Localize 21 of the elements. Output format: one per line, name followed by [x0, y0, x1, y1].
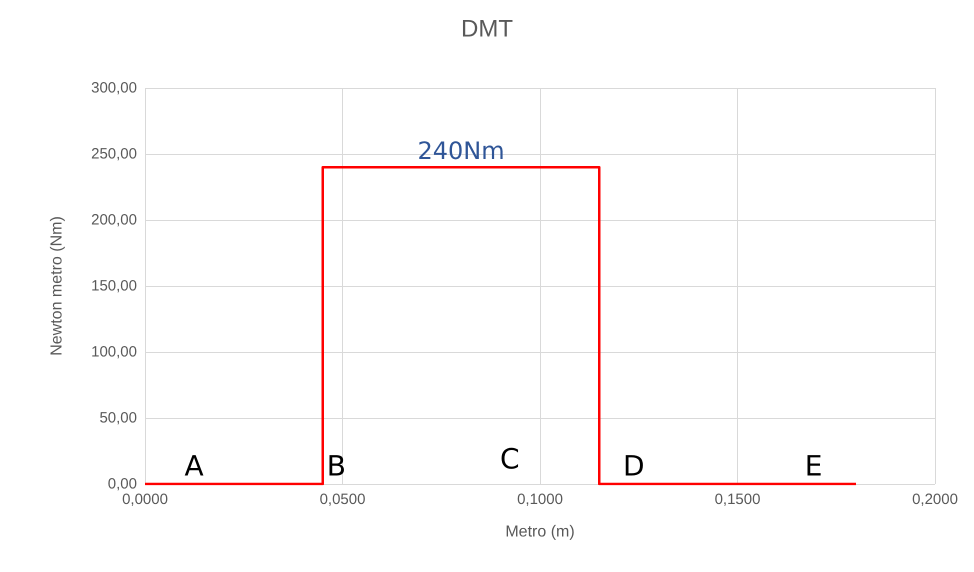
x-tick-label: 0,1500 [714, 491, 760, 508]
chart-title: DMT [461, 16, 514, 42]
x-tick-label: 0,2000 [912, 491, 958, 508]
y-tick-label: 200,00 [91, 212, 137, 228]
annotation: A [184, 450, 204, 482]
x-tick-label: 0,0000 [122, 491, 168, 508]
y-tick-label: 150,00 [91, 278, 137, 294]
y-tick-label: 100,00 [91, 344, 137, 360]
x-tick-label: 0,1000 [517, 491, 563, 508]
y-axis-title: Newton metro (Nm) [48, 216, 66, 356]
annotation: 240Nm [417, 137, 505, 166]
annotation: C [500, 442, 520, 476]
x-axis-title: Metro (m) [505, 524, 575, 540]
annotation: D [623, 450, 645, 482]
y-tick-label: 50,00 [99, 410, 137, 426]
y-tick-label: 300,00 [91, 80, 137, 96]
annotation: B [326, 450, 346, 482]
x-tick-label: 0,0500 [320, 491, 366, 508]
annotation: E [804, 450, 822, 482]
y-tick-label: 250,00 [91, 146, 137, 162]
y-tick-label: 0,00 [108, 476, 137, 492]
